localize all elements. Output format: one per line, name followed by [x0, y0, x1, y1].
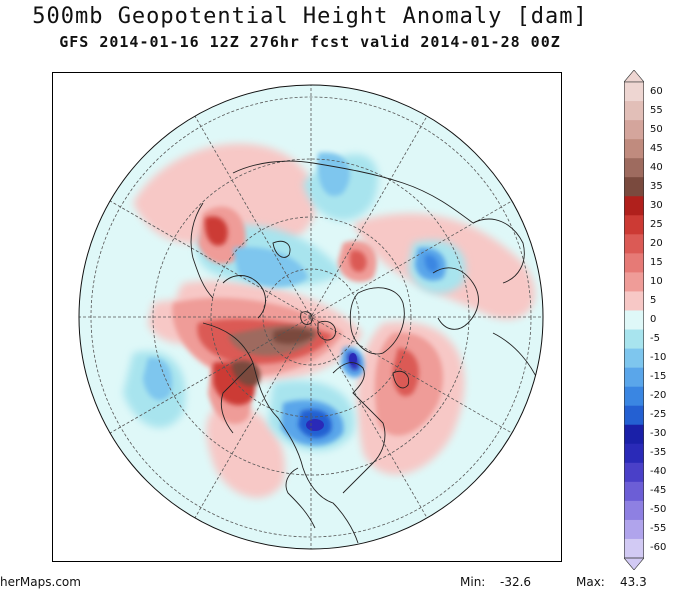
colorbar-swatch — [624, 405, 644, 426]
colorbar-swatches — [624, 70, 644, 570]
colorbar-swatch — [624, 215, 644, 235]
colorbar-label: -50 — [650, 504, 667, 516]
colorbar-swatch — [624, 196, 644, 216]
colorbar-swatch — [624, 481, 644, 502]
colorbar-label: 0 — [650, 314, 657, 325]
cold-core-eastern-us — [306, 419, 324, 431]
moderate-negative-areas — [143, 152, 446, 446]
colorbar-bottom-arrow — [624, 557, 644, 570]
colorbar-label: -55 — [650, 523, 667, 535]
anomaly-field — [123, 143, 536, 498]
colorbar-swatch — [624, 329, 644, 349]
map-boundary — [78, 84, 544, 550]
map-panel — [52, 72, 562, 562]
colorbar-swatch — [624, 462, 644, 483]
colorbar-label: 60 — [650, 85, 663, 97]
max-value: 43.3 — [620, 575, 647, 589]
colorbar-label: -60 — [650, 542, 667, 554]
colorbar-swatch — [624, 367, 644, 387]
max-label: Max: — [576, 575, 605, 589]
colorbar-swatch — [624, 177, 644, 197]
cold-core-hudson-bay — [349, 353, 357, 365]
colorbar-swatch — [624, 424, 644, 445]
colorbar-label: -20 — [650, 390, 667, 402]
colorbar-labels: 60 55 50 45 40 35 30 25 20 15 10 5 0 -5 -10 -15 -20 -25 -3… — [650, 70, 678, 570]
map-subtitle: GFS 2014-01-16 12Z 276hr fcst valid 2014… — [59, 33, 561, 51]
colorbar-label: -5 — [650, 333, 660, 345]
colorbar-label: 25 — [650, 218, 663, 230]
credit-text: herMaps.com — [0, 575, 81, 589]
graticule — [79, 85, 543, 549]
colorbar-label: 15 — [650, 256, 663, 268]
colorbar-swatch — [624, 234, 644, 254]
colorbar-label: 5 — [650, 294, 657, 306]
colorbar — [624, 70, 644, 570]
colorbar-outline — [624, 81, 644, 559]
colorbar-swatch — [624, 443, 644, 464]
colorbar-swatch — [624, 310, 644, 330]
colorbar-swatch — [624, 538, 644, 559]
colorbar-swatch — [624, 348, 644, 368]
colorbar-label: -30 — [650, 428, 667, 440]
colorbar-swatch — [624, 291, 644, 311]
colorbar-label: 55 — [650, 104, 663, 116]
colorbar-label: 45 — [650, 142, 663, 154]
colorbar-swatch — [624, 101, 644, 121]
colorbar-swatch — [624, 82, 644, 102]
colorbar-swatch — [624, 253, 644, 273]
min-value: -32.6 — [500, 575, 532, 589]
colorbar-label: -15 — [650, 371, 667, 383]
colorbar-swatch — [624, 272, 644, 292]
colorbar-swatch — [624, 158, 644, 178]
colorbar-swatch — [624, 386, 644, 406]
colorbar-top-arrow — [624, 70, 644, 83]
min-label: Min: — [460, 575, 486, 589]
colorbar-label: -35 — [650, 447, 667, 459]
colorbar-swatch — [624, 500, 644, 521]
colorbar-swatch — [624, 139, 644, 159]
colorbar-label: 35 — [650, 180, 663, 192]
colorbar-swatch — [624, 120, 644, 140]
colorbar-label: -25 — [650, 409, 667, 421]
colorbar-swatch — [624, 519, 644, 540]
map-title: 500mb Geopotential Height Anomaly [dam] — [32, 4, 588, 29]
colorbar-label: 20 — [650, 237, 663, 249]
colorbar-label: -40 — [650, 466, 667, 478]
colorbar-label: 40 — [650, 161, 663, 173]
colorbar-label: 10 — [650, 275, 663, 287]
colorbar-label: -45 — [650, 485, 667, 497]
colorbar-label: 50 — [650, 123, 663, 135]
colorbar-label: -10 — [650, 352, 667, 364]
peak-positive-area — [228, 325, 317, 387]
polar-map — [78, 84, 544, 550]
colorbar-label: 30 — [650, 199, 663, 211]
